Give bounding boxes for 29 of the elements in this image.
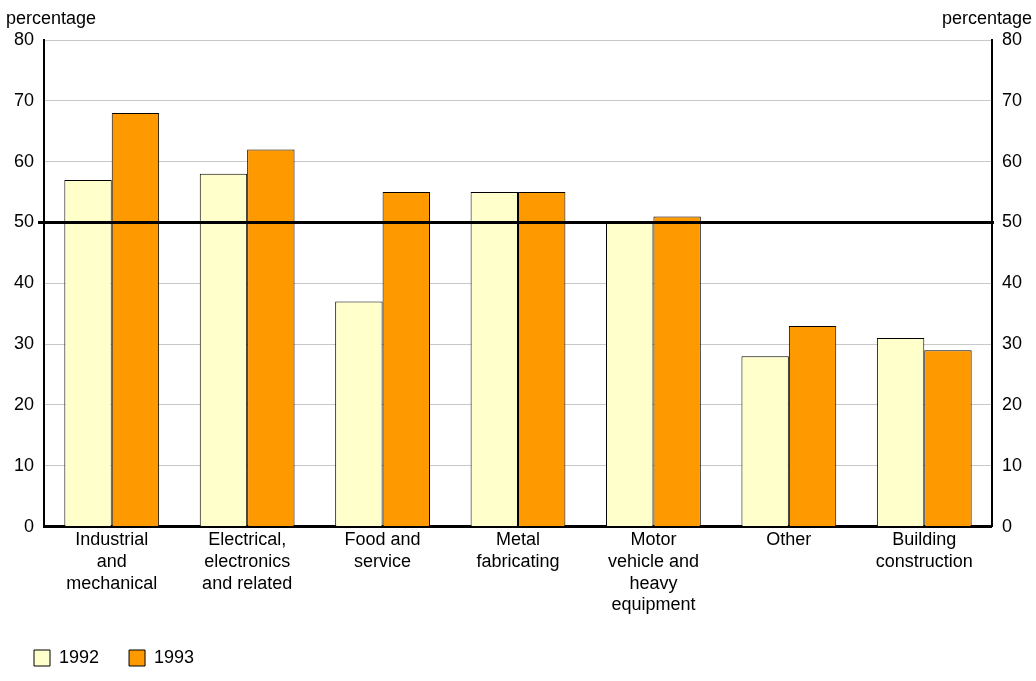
x-tick-label: Other [766, 529, 812, 550]
x-tick-label: Motor vehicle and heavy equipment [607, 529, 699, 615]
y-tick-label: 0 [24, 515, 35, 536]
y-tick-label: 70 [13, 89, 35, 110]
y2-tick-label: 30 [1001, 333, 1023, 354]
x-tick-label: Food and service [344, 529, 421, 571]
y-tick-label: 30 [13, 333, 35, 354]
y2-axis-title: percentage [941, 7, 1032, 28]
y2-tick-label: 80 [1001, 28, 1023, 49]
y-tick-label: 10 [13, 454, 35, 475]
x-tick-label: Electrical, electronics and related [202, 529, 293, 593]
legend-label: 1992 [59, 646, 100, 667]
y-axis-title: percentage [6, 7, 97, 28]
y2-tick-label: 50 [1001, 211, 1023, 232]
y2-tick-label: 0 [1001, 515, 1012, 536]
y-tick-label: 60 [13, 150, 35, 171]
y-tick-label: 20 [13, 393, 35, 414]
x-tick-label: Industrial and mechanical [66, 529, 158, 593]
y2-tick-label: 20 [1001, 393, 1023, 414]
y2-tick-label: 70 [1001, 89, 1023, 110]
y-tick-label: 80 [13, 28, 35, 49]
y-tick-label: 50 [13, 211, 35, 232]
legend-label: 1993 [154, 646, 195, 667]
y2-tick-label: 60 [1001, 150, 1023, 171]
y2-tick-label: 40 [1001, 272, 1023, 293]
x-tick-label: Building construction [875, 529, 973, 571]
y-tick-label: 40 [13, 272, 35, 293]
x-tick-label: Metal fabricating [476, 529, 560, 571]
y2-tick-label: 10 [1001, 454, 1023, 475]
